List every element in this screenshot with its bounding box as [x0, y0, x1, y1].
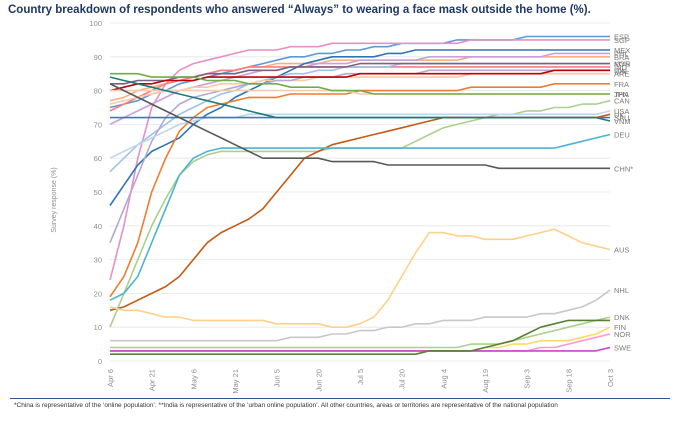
- x-tick-12: Oct 3: [606, 369, 615, 387]
- x-tick-3: May 21: [231, 369, 240, 394]
- x-tick-0: Apr 6: [106, 369, 115, 387]
- x-tick-7: Jul 20: [398, 369, 407, 389]
- y-tick-40: 40: [94, 222, 102, 231]
- series-line-ESP: [109, 35, 610, 109]
- x-tick-labels: Apr 6 Apr 21 May 6 May 21 Jun 5 Jun 20 Jul 5 Ju…: [106, 369, 615, 394]
- series-lines: [109, 35, 611, 355]
- y-tick-30: 30: [94, 256, 102, 265]
- series-label-KOR: KOR: [614, 60, 631, 69]
- series-label-MEX: MEX: [614, 46, 630, 55]
- series-line-unlabeled: [110, 319, 610, 355]
- series-line-ITA: [109, 69, 610, 92]
- series-label-UK: UK: [614, 110, 624, 119]
- series-line-NHL: [110, 289, 611, 342]
- series-label-IND: IND: [614, 63, 628, 72]
- x-tick-9: Aug 19: [481, 369, 490, 393]
- y-tick-90: 90: [94, 53, 102, 62]
- series-label-THA: THA: [614, 90, 629, 99]
- series-line-SGP: [109, 39, 610, 281]
- chart-title: Country breakdown of respondents who ans…: [8, 4, 591, 16]
- series-label-NOR: NOR: [614, 330, 631, 339]
- x-tick-6: Jul 5: [356, 369, 365, 385]
- series-label-ARE: ARE: [614, 70, 629, 79]
- series-line-FRA: [109, 83, 610, 298]
- series-line-THA: [110, 72, 610, 95]
- series-label-NHL: NHL: [614, 286, 629, 295]
- series-label-JPN: JPN: [614, 90, 628, 99]
- x-tick-10: Sep 3: [523, 369, 532, 389]
- y-tick-80: 80: [94, 87, 102, 96]
- y-tick-100: 100: [89, 19, 102, 28]
- series-label-CHN: CHN*: [614, 164, 633, 173]
- series-label-ITA: ITA: [614, 66, 625, 75]
- y-axis-label: Survey response (%): [51, 167, 58, 232]
- y-tick-60: 60: [94, 154, 102, 163]
- x-tick-11: Sep 18: [564, 369, 573, 393]
- series-line-ARE: [109, 72, 610, 105]
- series-label-DEU: DEU: [614, 131, 630, 140]
- series-label-SWE: SWE: [614, 343, 631, 352]
- series-line-SWE: [110, 346, 611, 352]
- series-label-SAU: SAU: [614, 114, 629, 123]
- footnote: *China is representative of the ‘online …: [14, 402, 558, 409]
- x-tick-4: Jun 5: [273, 369, 282, 387]
- y-tick-0: 0: [98, 357, 102, 366]
- series-label-DNK: DNK: [614, 313, 630, 322]
- series-line-UK: [109, 113, 611, 312]
- series-label-FRA: FRA: [614, 80, 629, 89]
- series-label-MYS: MYS: [614, 60, 630, 69]
- series-label-ESP: ESP: [614, 33, 629, 42]
- x-tick-1: Apr 21: [148, 369, 157, 391]
- series-label-VNM: VNM: [614, 117, 631, 126]
- series-label-CAN: CAN: [614, 97, 630, 106]
- y-tick-50: 50: [94, 188, 102, 197]
- y-tick-20: 20: [94, 289, 102, 298]
- series-line-CHN: [109, 83, 610, 170]
- y-tick-labels: 0 10 20 30 40 50 60 70 80 90 100: [89, 19, 102, 366]
- y-tick-70: 70: [94, 120, 102, 129]
- series-label-BRA: BRA: [614, 53, 629, 62]
- series-label-AUS: AUS: [614, 245, 629, 254]
- series-line-AUS: [109, 228, 611, 328]
- series-label-PHL: PHL: [614, 49, 629, 58]
- series-line-VNM: [109, 76, 611, 122]
- series-line-USA: [109, 110, 611, 159]
- series-label-FIN: FIN: [614, 323, 626, 332]
- series-label-IDN: IDN: [614, 66, 627, 75]
- series-label-USA: USA: [614, 107, 629, 116]
- x-tick-5: Jun 20: [314, 369, 323, 392]
- series-label-SGP: SGP: [614, 36, 630, 45]
- x-tick-8: Aug 4: [439, 369, 448, 389]
- x-tick-2: May 6: [189, 369, 198, 389]
- y-tick-10: 10: [94, 323, 102, 332]
- footnote-divider: [10, 398, 670, 399]
- series-line-DEU: [109, 133, 611, 301]
- series-line-DNK: [110, 316, 611, 349]
